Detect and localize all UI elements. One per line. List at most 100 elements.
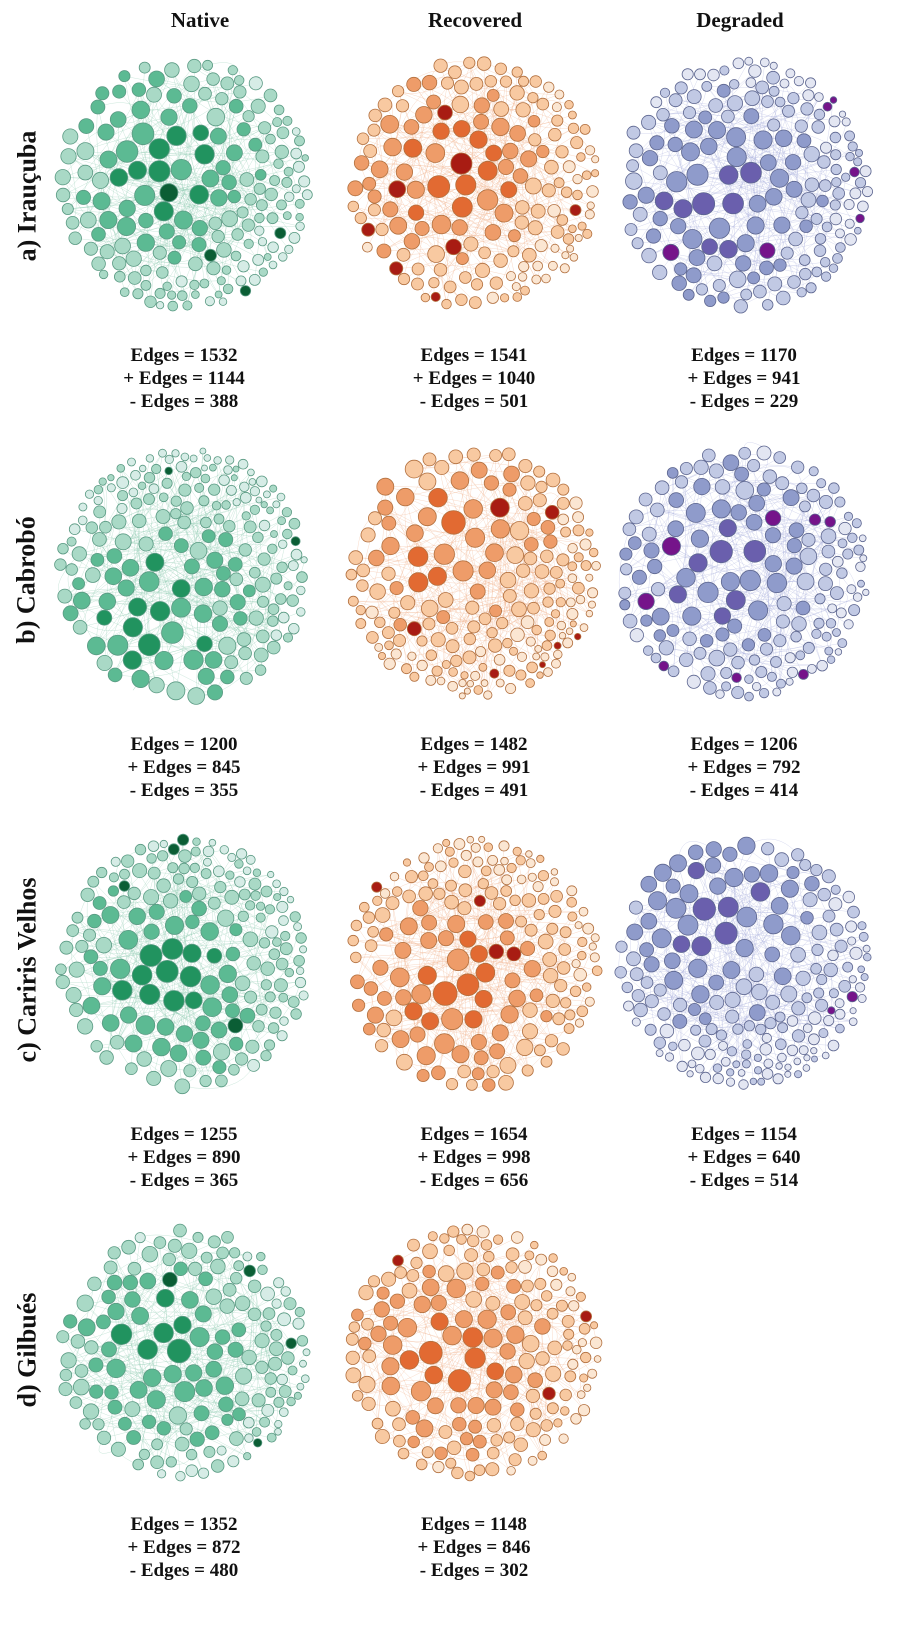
row-label-cabrobo: b) Cabrobó	[12, 516, 42, 644]
graph-node	[709, 540, 733, 564]
graph-node	[367, 511, 382, 526]
graph-node	[247, 1279, 262, 1294]
graph-node	[178, 862, 190, 875]
graph-node	[534, 1277, 547, 1290]
graph-node	[633, 1002, 648, 1018]
graph-node	[274, 1428, 282, 1436]
graph-edge	[482, 1283, 554, 1374]
graph-node	[427, 878, 439, 889]
graph-node	[267, 241, 279, 253]
graph-node	[384, 640, 394, 651]
graph-node	[563, 1328, 575, 1340]
graph-node	[686, 89, 702, 104]
graph-node	[355, 618, 367, 629]
graph-node	[407, 1435, 420, 1449]
graph-node	[264, 991, 276, 1003]
graph-node	[235, 1052, 249, 1066]
graph-node	[161, 621, 184, 644]
graph-node	[770, 168, 790, 188]
graph-node	[381, 1357, 400, 1376]
edges-positive: + Edges = 845	[127, 757, 241, 778]
graph-node	[745, 77, 757, 88]
graph-node	[273, 893, 282, 902]
graph-node	[194, 1305, 212, 1323]
graph-node	[529, 75, 542, 88]
graph-node	[615, 940, 628, 953]
graph-node	[116, 463, 126, 473]
graph-node	[212, 600, 228, 616]
graph-node	[818, 495, 833, 510]
graph-node	[776, 678, 786, 689]
graph-node	[421, 1446, 434, 1459]
graph-node	[131, 513, 147, 529]
graph-node	[515, 669, 527, 681]
graph-edge	[102, 481, 150, 645]
graph-node	[189, 1431, 205, 1447]
graph-node	[550, 1278, 563, 1291]
graph-node	[143, 493, 155, 505]
graph-node	[175, 1025, 194, 1043]
graph-node	[489, 668, 500, 679]
graph-node	[847, 905, 860, 919]
graph-node	[527, 220, 543, 236]
graph-node	[248, 478, 257, 486]
graph-node	[829, 586, 844, 601]
graph-edge	[130, 559, 305, 571]
graph-node	[175, 1471, 186, 1482]
edges-negative: - Edges = 355	[129, 780, 239, 801]
graph-node	[735, 978, 753, 996]
graph-node	[217, 909, 235, 927]
graph-node	[843, 198, 855, 210]
graph-node	[236, 122, 251, 137]
graph-node	[641, 114, 657, 130]
graph-node	[531, 274, 542, 285]
graph-node	[619, 547, 633, 561]
graph-node	[653, 863, 672, 882]
graph-nodes	[347, 56, 600, 310]
graph-node	[425, 649, 438, 661]
graph-node	[527, 601, 540, 615]
graph-node	[553, 649, 563, 660]
graph-node	[166, 125, 187, 146]
graph-node	[798, 1045, 809, 1056]
graph-node	[508, 646, 518, 656]
graph-node	[808, 513, 822, 526]
graph-node	[493, 897, 507, 911]
graph-node	[87, 913, 102, 929]
graph-node	[58, 1382, 73, 1397]
graph-node	[640, 976, 654, 989]
graph-node	[503, 465, 520, 483]
graph-node	[442, 1325, 462, 1346]
graph-node	[189, 279, 200, 290]
graph-node	[59, 1368, 73, 1382]
graph-node	[483, 690, 493, 700]
graph-node	[487, 855, 499, 866]
graph-node	[276, 492, 286, 502]
graph-node	[211, 229, 225, 244]
graph-node	[274, 144, 289, 160]
graph-edge	[146, 543, 301, 591]
graph-node	[786, 1015, 799, 1027]
graph-node	[552, 1012, 566, 1026]
graph-node	[225, 870, 235, 880]
graph-node	[445, 1077, 459, 1091]
graph-node	[782, 489, 800, 507]
graph-node	[95, 936, 113, 954]
graph-node	[153, 201, 174, 222]
graph-node	[546, 1265, 559, 1278]
graph-edge	[373, 130, 462, 300]
graph-node	[254, 1333, 270, 1349]
graph-node	[619, 599, 631, 611]
graph-node	[672, 935, 691, 953]
graph-node	[92, 171, 110, 189]
graph-node	[465, 1291, 482, 1308]
graph-node	[177, 290, 188, 302]
graph-node	[524, 1250, 535, 1261]
graph-node	[832, 253, 843, 264]
graph-node	[132, 1458, 144, 1471]
graph-node	[363, 144, 378, 158]
graph-node	[506, 546, 525, 564]
graph-node	[773, 967, 792, 986]
graph-node	[765, 994, 781, 1010]
graph-node	[465, 527, 486, 548]
